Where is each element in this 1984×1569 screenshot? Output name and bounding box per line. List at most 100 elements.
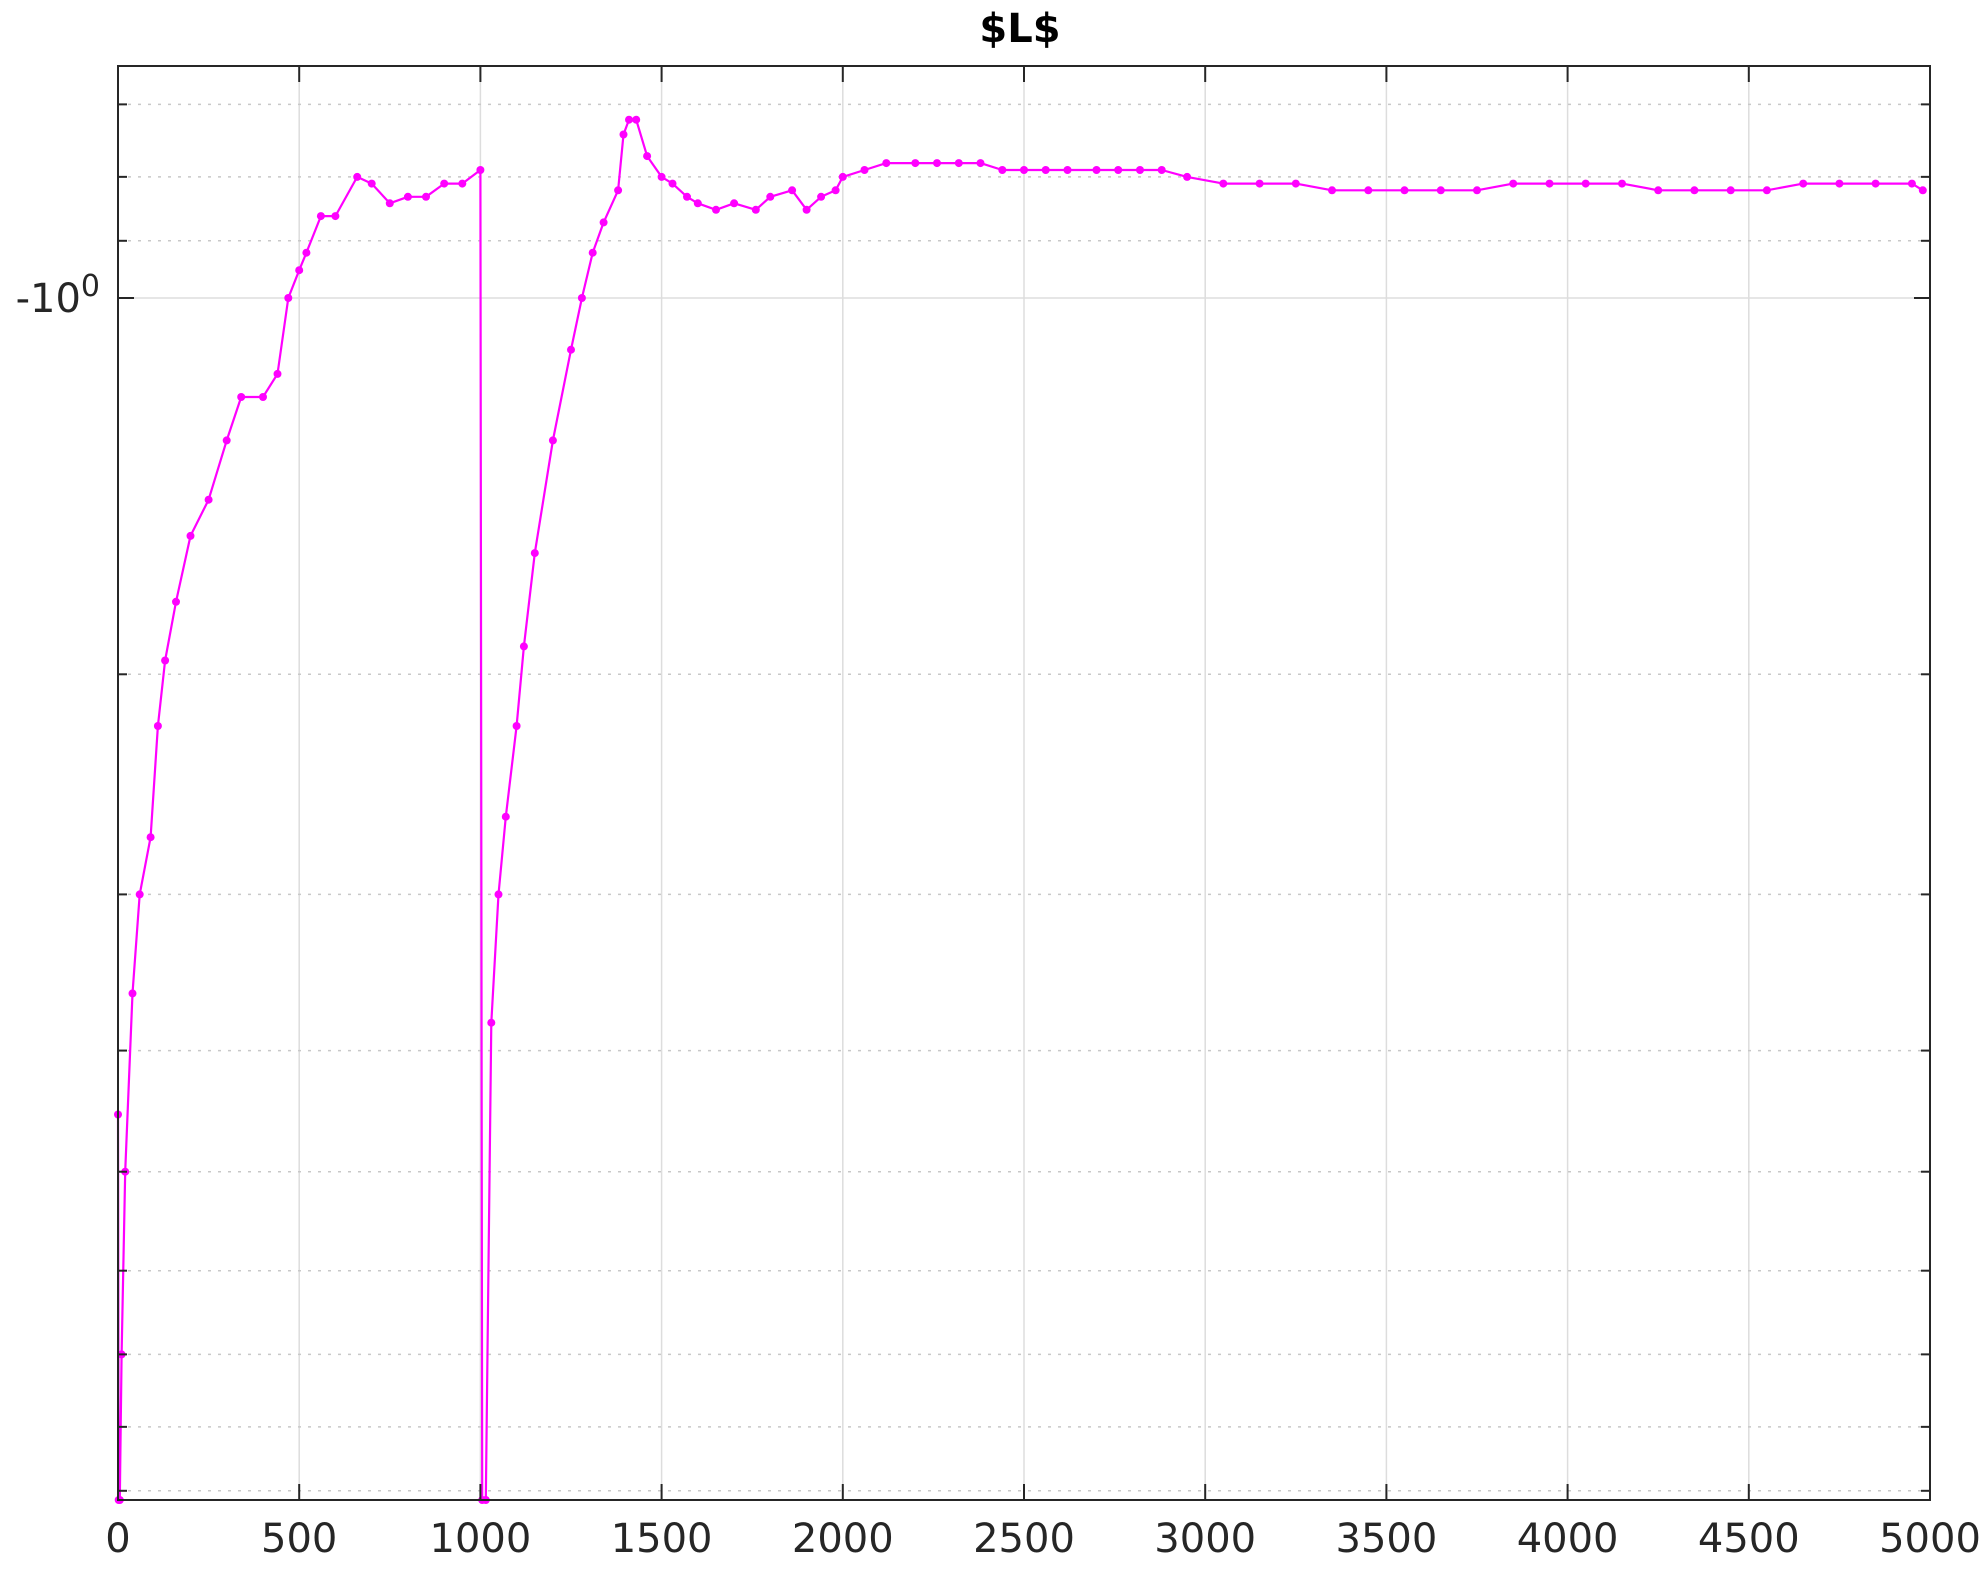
series-line (116, 118, 1924, 1502)
data-point (643, 152, 652, 161)
data-point (730, 199, 739, 208)
data-point (632, 115, 641, 124)
data-point (259, 393, 267, 401)
data-point (1545, 179, 1554, 188)
data-point (1183, 172, 1192, 181)
data-point (1436, 186, 1445, 195)
data-point (1799, 179, 1808, 188)
data-point (367, 179, 376, 188)
data-point (222, 436, 231, 445)
data-point (683, 192, 691, 201)
data-point (1114, 166, 1123, 174)
data-point (548, 436, 557, 445)
chart-title: $L$ (979, 6, 1060, 52)
data-point (487, 1018, 496, 1027)
data-point (172, 597, 180, 606)
data-point (153, 722, 162, 730)
data-point (146, 833, 155, 842)
data-point (512, 722, 521, 730)
data-point (831, 186, 840, 195)
data-point (1918, 186, 1927, 195)
data-point (933, 159, 941, 168)
data-point (1871, 179, 1880, 188)
x-tick-label: 1500 (611, 1516, 713, 1562)
data-point (911, 159, 920, 168)
data-point (1219, 179, 1228, 188)
x-tick-label: 4500 (1698, 1516, 1800, 1562)
x-tick-label: 3000 (1154, 1516, 1256, 1562)
data-point (1726, 186, 1735, 195)
data-point (1328, 186, 1336, 195)
data-point (295, 266, 304, 275)
x-tick-label: 500 (261, 1516, 337, 1562)
data-point (1835, 179, 1844, 188)
data-point (1364, 186, 1373, 195)
data-point (619, 130, 628, 139)
data-point (567, 345, 575, 354)
data-point (860, 166, 869, 174)
data-point (751, 205, 760, 214)
data-point (331, 212, 340, 221)
data-point (1041, 166, 1050, 174)
x-tick-label: 2000 (792, 1516, 894, 1562)
data-point (1473, 186, 1481, 195)
x-tick-label: 1000 (430, 1516, 532, 1562)
data-point (1020, 166, 1028, 174)
data-point (237, 393, 246, 401)
data-point (403, 192, 412, 201)
data-point (186, 531, 195, 540)
data-point (458, 179, 467, 188)
data-point (1581, 179, 1590, 188)
data-point (128, 989, 137, 998)
x-tick-label: 2500 (973, 1516, 1075, 1562)
data-point (530, 549, 539, 558)
axes-box (117, 65, 1931, 1501)
data-point (802, 205, 811, 214)
series-layer (114, 115, 1927, 1504)
data-point (494, 890, 503, 899)
data-point (657, 172, 666, 181)
data-point (1654, 186, 1663, 195)
data-point (1291, 179, 1300, 188)
data-point (817, 192, 826, 201)
data-point (614, 186, 623, 195)
data-point (476, 166, 485, 174)
data-point (882, 159, 891, 168)
data-point (588, 248, 597, 257)
data-point (135, 890, 144, 899)
data-point (161, 656, 170, 665)
data-point (353, 172, 362, 181)
data-point (1907, 179, 1916, 188)
tick-label-layer: 0 500 1000 1500 2000 2500 3000 3500 4000 4500 5000… (16, 269, 1981, 1562)
grid-layer (117, 66, 1931, 1500)
data-point (998, 166, 1007, 174)
data-point (577, 294, 586, 302)
data-point (976, 159, 985, 168)
data-point (838, 172, 847, 181)
x-tick-label: 5000 (1879, 1516, 1981, 1562)
data-point (1762, 186, 1771, 195)
data-point (273, 369, 282, 378)
data-point (668, 179, 677, 188)
data-point (316, 212, 325, 221)
x-tick-label: 0 (105, 1516, 130, 1562)
data-point (766, 192, 775, 201)
data-point (693, 199, 702, 208)
axes-layer (117, 65, 1931, 1501)
data-point (788, 186, 797, 195)
data-point (1092, 166, 1101, 174)
data-point (599, 218, 608, 227)
data-point (385, 199, 394, 208)
data-point (422, 192, 430, 201)
data-point (440, 179, 449, 188)
data-point (1509, 179, 1518, 188)
data-point (302, 248, 311, 257)
data-point (954, 159, 963, 168)
data-point (204, 495, 213, 504)
data-point (625, 115, 633, 124)
data-point (1618, 179, 1626, 188)
data-point (1255, 179, 1264, 188)
data-point (712, 205, 720, 214)
